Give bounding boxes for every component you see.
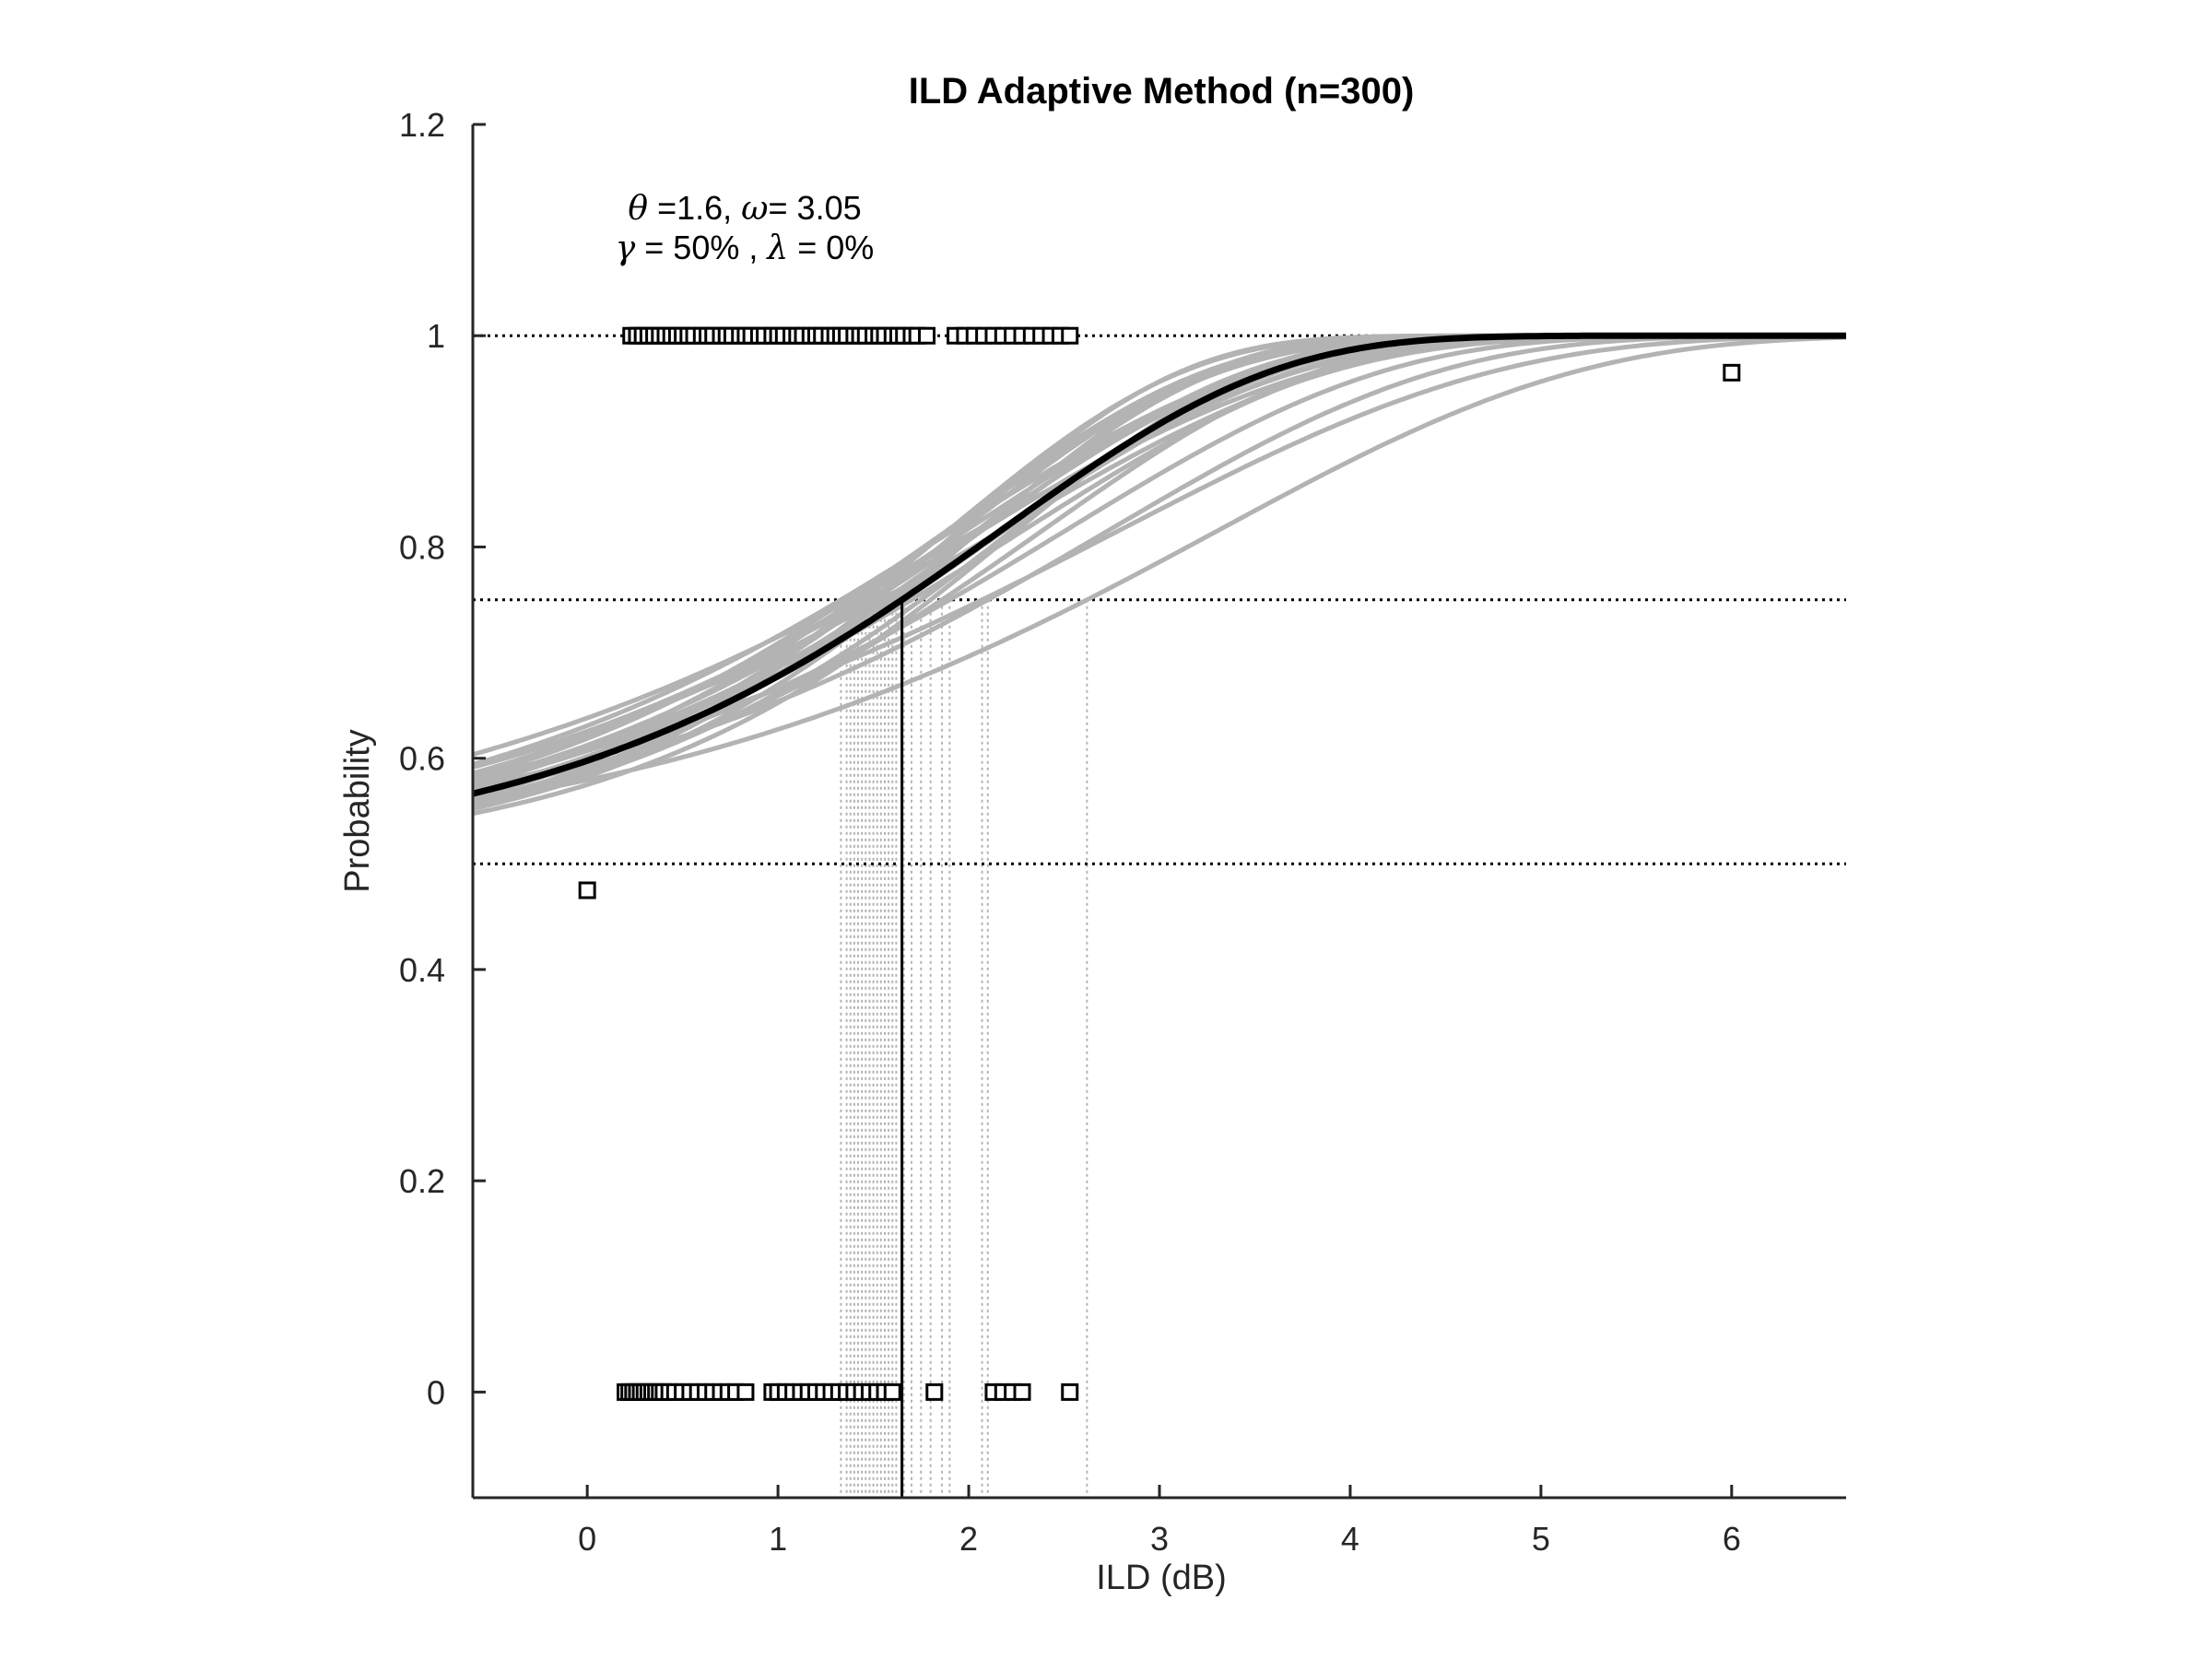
x-tick-label-3: 2 (959, 1520, 978, 1558)
data-point-s1-48 (918, 326, 936, 345)
omega-symbol: ω (741, 190, 768, 228)
theta-symbol: θ (628, 190, 648, 228)
gamma-symbol: γ (616, 229, 636, 267)
y-tick-label-4: 0.6 (399, 740, 445, 778)
x-tick-label-2: 1 (769, 1520, 787, 1558)
y-tick-label-7: 1.2 (399, 106, 445, 144)
theta-value: =1.6, (648, 189, 741, 227)
y-tick-label-5: 0.8 (399, 528, 445, 566)
data-point-s1-61 (1061, 326, 1079, 345)
gamma-value: = 50% , (635, 229, 767, 266)
data-point-s2-39 (883, 1382, 901, 1401)
x-tick-label-4: 3 (1150, 1520, 1169, 1558)
axes: 0 1 2 3 4 5 6 0 0.2 0.4 0.6 0.8 1 1.2 (399, 106, 1846, 1558)
lambda-symbol: λ (765, 229, 788, 267)
annotation-line-2: γ = 50% , λ = 0% (616, 229, 875, 267)
fit-curve (472, 332, 1846, 797)
y-tick-label-1: 0 (427, 1373, 445, 1411)
y-axis-label: Probability (338, 729, 377, 892)
x-tick-label-7: 6 (1723, 1520, 1741, 1558)
x-tick-label-5: 4 (1341, 1520, 1359, 1558)
y-tick-label-3: 0.4 (399, 951, 445, 989)
lambda-value: = 0% (788, 229, 874, 266)
data-point-s2-45 (1061, 1382, 1079, 1401)
data-point-s2-22 (736, 1382, 755, 1401)
bootstrap-curve-24 (472, 335, 1847, 804)
x-tick-label-1: 0 (578, 1520, 596, 1558)
data-point-s3-1 (578, 881, 596, 900)
bootstrap-curve-23 (472, 333, 1846, 794)
y-tick-label-2: 0.2 (399, 1162, 445, 1200)
chart-title: ILD Adaptive Method (n=300) (909, 71, 1415, 112)
x-axis-label: ILD (dB) (1096, 1559, 1226, 1597)
data-point-s2-44 (1013, 1382, 1031, 1401)
omega-value: = 3.05 (769, 189, 862, 227)
plot-area (472, 326, 1847, 1498)
data-point-s4-1 (1723, 363, 1741, 382)
x-tick-label-6: 5 (1532, 1520, 1550, 1558)
annotation-line-1: θ =1.6, ω= 3.05 (628, 189, 861, 228)
data-point-s2-40 (925, 1382, 944, 1401)
y-tick-label-6: 1 (427, 317, 445, 355)
bootstrap-curve-13 (472, 333, 1846, 805)
